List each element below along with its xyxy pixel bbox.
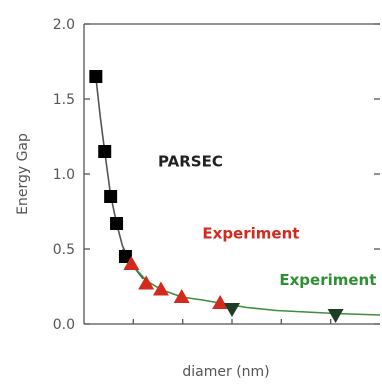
data-point-triangle-up	[138, 275, 155, 290]
data-point-triangle-down	[224, 303, 240, 317]
annotation-label: PARSEC	[158, 153, 223, 171]
markers	[89, 70, 344, 323]
data-point-triangle-down	[327, 309, 344, 323]
y-tick-label: 0.5	[53, 242, 75, 258]
fit-curve-1	[95, 76, 144, 280]
data-point-square	[110, 217, 124, 230]
y-tick-label: 1.0	[53, 167, 75, 183]
annotation-label: Experiment	[279, 271, 376, 289]
y-axis-label: Energy Gap	[15, 133, 31, 215]
annotations: PARSEC Experiment Experiment	[158, 153, 376, 290]
data-point-square	[89, 70, 103, 83]
y-tick-label: 1.5	[53, 92, 75, 108]
data-point-square	[118, 250, 132, 263]
y-tick-label: 0.0	[53, 317, 75, 333]
data-point-square	[104, 190, 118, 203]
fit-curve-2	[121, 248, 381, 316]
data-point-triangle-up	[123, 256, 140, 270]
data-point-triangle-up	[212, 295, 229, 309]
y-tick-label: 2.0	[53, 17, 75, 33]
data-point-triangle-up	[152, 281, 169, 296]
annotation-label: Experiment	[202, 225, 299, 243]
axes	[83, 23, 380, 325]
data-point-triangle-up	[173, 289, 190, 303]
tick-labels: 0.0 0.5 1.0 1.5 2.0	[53, 17, 75, 333]
data-point-square	[98, 145, 112, 158]
x-axis-label: diamer (nm)	[182, 364, 269, 380]
